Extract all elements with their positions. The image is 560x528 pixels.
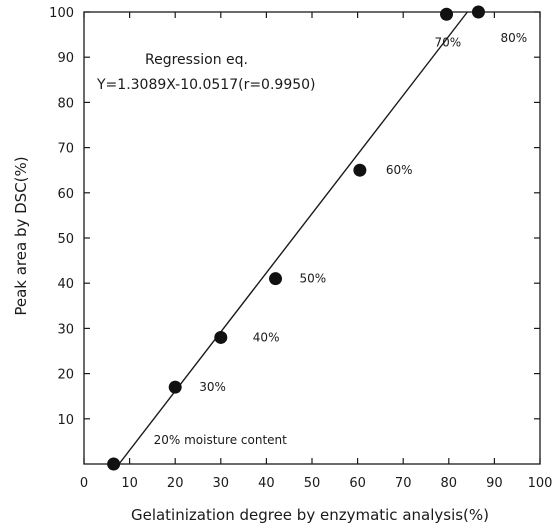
x-tick-label: 90	[486, 476, 503, 491]
point-labels: 20% moisture content 30% 40% 50% 60% 70% 80%	[154, 31, 527, 447]
regression-equation: Y=1.3089X-10.0517(r=0.9950)	[96, 77, 316, 93]
x-tick-label: 50	[304, 476, 321, 491]
y-tick-label: 40	[57, 277, 74, 292]
x-tick-label: 10	[121, 476, 138, 491]
x-tick-label: 100	[528, 476, 553, 491]
data-point-label: 20% moisture content	[154, 433, 288, 447]
data-point	[214, 330, 228, 344]
data-point	[440, 7, 454, 21]
data-point-label: 40%	[253, 330, 280, 344]
ticks: 0 10 20 30 40 50 60 70 80 90 100 10 20 30 40 50 60 70 80 90…	[49, 6, 552, 491]
data-points	[107, 5, 485, 471]
y-tick-label: 60	[57, 187, 74, 202]
data-point	[107, 457, 121, 471]
y-tick-label: 70	[57, 142, 74, 157]
y-tick-label: 90	[57, 51, 74, 66]
y-tick-label: 10	[57, 413, 74, 428]
y-tick-label: 20	[57, 368, 74, 383]
data-point	[168, 380, 182, 394]
data-point	[471, 5, 485, 19]
x-tick-label: 0	[80, 476, 88, 491]
y-tick-label: 50	[57, 232, 74, 247]
data-point-label: 30%	[199, 380, 226, 394]
y-tick-label: 100	[49, 6, 74, 21]
regression-title: Regression eq.	[145, 52, 248, 68]
data-point-label: 60%	[386, 163, 413, 177]
x-tick-label: 40	[258, 476, 275, 491]
data-point	[353, 163, 367, 177]
data-point-label: 80%	[500, 31, 527, 45]
x-tick-label: 70	[395, 476, 412, 491]
y-tick-label: 80	[57, 96, 74, 111]
y-tick-label: 30	[57, 322, 74, 337]
data-point-label: 70%	[435, 35, 462, 49]
y-axis-title: Peak area by DSC(%)	[12, 156, 30, 315]
x-tick-label: 60	[349, 476, 366, 491]
x-tick-label: 80	[441, 476, 458, 491]
data-point-label: 50%	[300, 272, 327, 286]
x-tick-label: 30	[213, 476, 230, 491]
data-point	[269, 272, 283, 286]
x-tick-label: 20	[167, 476, 184, 491]
x-axis-title: Gelatinization degree by enzymatic analy…	[131, 506, 489, 524]
